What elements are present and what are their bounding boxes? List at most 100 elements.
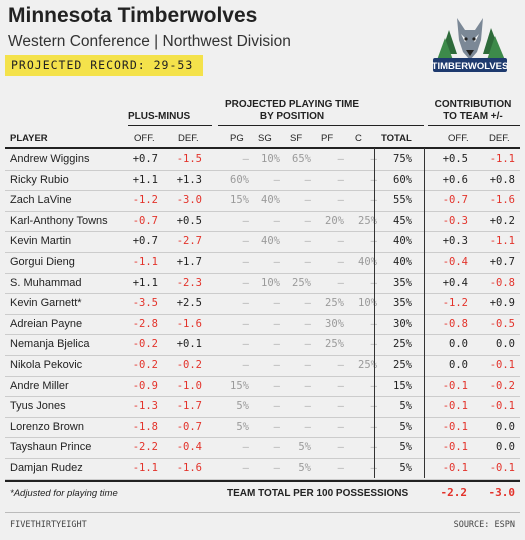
cell-c-off: -0.1: [442, 420, 468, 433]
cell-pf: —: [337, 379, 344, 392]
cell-sf: —: [304, 194, 311, 207]
cell-total: 30%: [393, 317, 412, 330]
cell-off: +1.1: [132, 276, 158, 289]
cell-total: 5%: [399, 420, 412, 433]
cell-c-off: 0.0: [449, 338, 468, 351]
cell-pf: —: [337, 276, 344, 289]
player-name: Nemanja Bjelica: [10, 338, 90, 351]
cell-sg: —: [273, 173, 280, 186]
cell-c: 40%: [358, 256, 377, 268]
cell-pg: —: [242, 153, 249, 165]
cell-pf: 30%: [325, 317, 344, 330]
cell-sg: —: [273, 400, 280, 413]
cell-off: -0.9: [132, 379, 158, 392]
cell-pg: —: [242, 297, 249, 310]
player-name: Andre Miller: [10, 379, 69, 392]
cell-total: 40%: [393, 256, 412, 268]
cell-c: —: [371, 376, 377, 397]
cell-c-off: +0.4: [442, 276, 468, 289]
cell-pg: —: [242, 235, 249, 248]
player-name: Ricky Rubio: [10, 173, 69, 186]
cell-c: 25%: [358, 359, 377, 371]
cell-c-def: 0.0: [496, 420, 515, 433]
col-header-c: C: [355, 133, 362, 144]
cell-sf: 65%: [292, 153, 311, 165]
cell-c-def: -0.8: [489, 276, 515, 289]
cell-pf: 25%: [325, 297, 344, 310]
table-row: S. Muhammad +1.1 -2.3 — 10% 25% — — 35% +0.4 -0.8: [5, 273, 520, 295]
table-header-rule: [5, 147, 520, 149]
team-title: Minnesota Timberwolves: [8, 4, 258, 27]
cell-pf: 20%: [325, 214, 344, 227]
cell-off: -3.5: [132, 297, 158, 310]
cell-sf: —: [304, 297, 311, 310]
cell-c-off: -0.1: [442, 441, 468, 454]
team-total-label: TEAM TOTAL PER 100 POSSESSIONS: [227, 488, 409, 499]
cell-sg: 10%: [261, 276, 280, 289]
cell-sf: —: [304, 256, 311, 268]
player-name: Tyus Jones: [10, 400, 66, 413]
player-name: Damjan Rudez: [10, 462, 83, 474]
col-header-sf: SF: [290, 133, 303, 144]
col-header-contrib-def: DEF.: [489, 133, 510, 144]
cell-pf: 25%: [325, 338, 344, 351]
cell-pg: 15%: [230, 379, 249, 392]
cell-total: 5%: [399, 400, 412, 413]
cell-off: -1.2: [132, 194, 158, 207]
total-separator-line: [374, 148, 375, 478]
cell-sf: —: [304, 420, 311, 433]
player-name: Adreian Payne: [10, 317, 83, 330]
cell-c: —: [371, 314, 377, 335]
table-row: Kevin Martin +0.7 -2.7 — 40% — — — 40% +0.3 -1.1: [5, 231, 520, 253]
col-header-pg: PG: [230, 133, 244, 144]
cell-c-off: -0.7: [442, 194, 468, 207]
cell-sg: 40%: [261, 194, 280, 207]
team-subtitle: Western Conference | Northwest Division: [8, 33, 291, 50]
cell-def: -3.0: [176, 194, 202, 207]
player-name: Andrew Wiggins: [10, 153, 90, 165]
table-row: Zach LaVine -1.2 -3.0 15% 40% — — — 55% -0.7 -1.6: [5, 190, 520, 212]
cell-pg: —: [242, 359, 249, 371]
cell-def: -0.4: [176, 441, 202, 454]
cell-c-off: +0.3: [442, 235, 468, 248]
cell-total: 5%: [399, 441, 412, 454]
cell-off: +0.7: [132, 153, 158, 165]
cell-c: 25%: [358, 214, 377, 227]
cell-def: +2.5: [176, 297, 202, 310]
cell-total: 15%: [393, 379, 412, 392]
col-header-player: PLAYER: [10, 133, 48, 144]
cell-c-def: +0.9: [489, 297, 515, 310]
cell-pg: —: [242, 276, 249, 289]
cell-c-def: +0.2: [489, 214, 515, 227]
timberwolves-logo: TIMBERWOLVES: [432, 18, 508, 72]
cell-sf: —: [304, 400, 311, 413]
cell-pg: —: [242, 462, 249, 474]
cell-off: -0.2: [132, 359, 158, 371]
cell-c-def: -0.2: [489, 379, 515, 392]
cell-pg: 15%: [230, 194, 249, 207]
cell-sg: —: [273, 441, 280, 454]
cell-off: -1.1: [132, 462, 158, 474]
cell-c-off: +0.5: [442, 153, 468, 165]
cell-c-off: +0.6: [442, 173, 468, 186]
cell-sf: —: [304, 359, 311, 371]
team-total-def: -3.0: [488, 486, 516, 499]
table-row: Damjan Rudez -1.1 -1.6 — — 5% — — 5% -0.1 -0.1: [5, 458, 520, 480]
table-row: Kevin Garnett* -3.5 +2.5 — — — 25% 10% 35% -1.2 +0…: [5, 293, 520, 315]
cell-c-off: -0.1: [442, 379, 468, 392]
cell-pg: —: [242, 441, 249, 454]
cell-c: —: [371, 231, 377, 252]
cell-total: 45%: [393, 214, 412, 227]
cell-sf: —: [304, 338, 311, 351]
cell-pf: —: [337, 462, 344, 474]
table-row: Karl-Anthony Towns -0.7 +0.5 — — — 20% 25% 45% -0…: [5, 211, 520, 233]
table-row: Adreian Payne -2.8 -1.6 — — — 30% — 30% -0.8 -0.5: [5, 314, 520, 336]
group-playing-time-line2: BY POSITION: [259, 111, 325, 122]
cell-pg: —: [242, 214, 249, 227]
cell-pg: —: [242, 256, 249, 268]
col-header-def: DEF.: [178, 133, 199, 144]
cell-total: 55%: [393, 194, 412, 207]
table-row: Nikola Pekovic -0.2 -0.2 — — — — 25% 25% 0.0 -0.1: [5, 355, 520, 377]
table-row: Nemanja Bjelica -0.2 +0.1 — — — 25% — 25% 0.0 0.0: [5, 334, 520, 356]
table-row: Gorgui Dieng -1.1 +1.7 — — — — 40% 40% -0.4 +0.7: [5, 252, 520, 274]
